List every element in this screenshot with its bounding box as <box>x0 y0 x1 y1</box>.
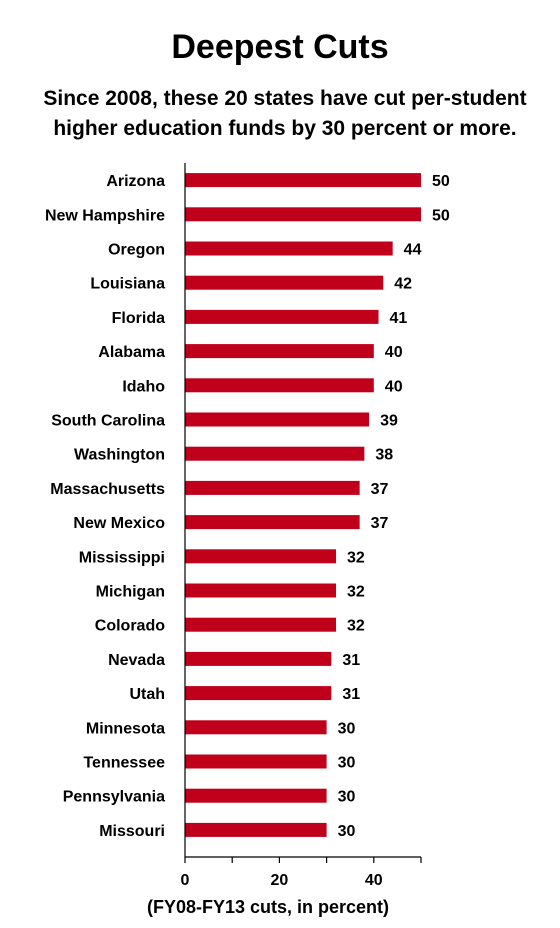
x-axis-label: (FY08-FY13 cuts, in percent) <box>147 897 389 917</box>
category-label: Louisiana <box>90 276 165 293</box>
bar <box>185 822 327 837</box>
category-label: Pennsylvania <box>63 789 165 806</box>
bar <box>185 686 332 701</box>
data-label: 32 <box>347 584 365 601</box>
data-label: 50 <box>432 173 450 190</box>
data-label: 41 <box>390 310 408 327</box>
category-label: Idaho <box>122 378 165 395</box>
bar <box>185 480 360 495</box>
data-label: 50 <box>432 207 450 224</box>
x-tick-label: 20 <box>271 872 289 889</box>
bar <box>185 207 421 222</box>
category-label: Missouri <box>99 823 165 840</box>
category-label: Tennessee <box>83 755 165 772</box>
bar <box>185 309 379 324</box>
data-label: 30 <box>338 755 356 772</box>
x-tick-label: 0 <box>181 872 190 889</box>
bar <box>185 583 337 598</box>
bar <box>185 617 337 632</box>
category-label: Alabama <box>98 344 165 361</box>
category-label: South Carolina <box>51 413 165 430</box>
bar <box>185 412 370 427</box>
data-label: 32 <box>347 549 365 566</box>
x-ticks-group: 0 20 40 <box>181 857 422 889</box>
bar <box>185 788 327 803</box>
category-label: Oregon <box>108 242 165 259</box>
data-label: 40 <box>385 344 403 361</box>
chart-subtitle: Since 2008, these 20 states have cut per… <box>43 87 527 140</box>
data-label: 31 <box>342 686 360 703</box>
category-label: Utah <box>129 686 165 703</box>
bar <box>185 275 384 290</box>
category-label: Nevada <box>108 652 165 669</box>
data-label: 42 <box>394 276 412 293</box>
data-label: 38 <box>375 447 393 464</box>
chart-title: Deepest Cuts <box>171 28 389 66</box>
bar <box>185 651 332 666</box>
data-label: 31 <box>342 652 360 669</box>
category-label: Michigan <box>96 584 165 601</box>
bar <box>185 515 360 530</box>
category-label: Arizona <box>106 173 165 190</box>
x-tick-label: 40 <box>365 872 383 889</box>
data-label: 32 <box>347 618 365 635</box>
data-label: 37 <box>371 515 389 532</box>
category-label: Florida <box>112 310 165 327</box>
category-label: New Hampshire <box>45 207 165 224</box>
bar <box>185 446 365 461</box>
data-label: 30 <box>338 720 356 737</box>
bar <box>185 241 393 256</box>
data-label: 40 <box>385 378 403 395</box>
category-label: Minnesota <box>86 720 165 737</box>
category-label: Massachusetts <box>50 481 165 498</box>
bar <box>185 173 421 188</box>
bar <box>185 549 337 564</box>
data-label: 39 <box>380 413 398 430</box>
bar <box>185 344 374 359</box>
bar <box>185 754 327 769</box>
data-label: 44 <box>404 242 422 259</box>
data-label: 30 <box>338 823 356 840</box>
category-label: Washington <box>74 447 165 464</box>
bar <box>185 378 374 393</box>
bar <box>185 720 327 735</box>
data-label: 37 <box>371 481 389 498</box>
category-label: Colorado <box>95 618 165 635</box>
data-label: 30 <box>338 789 356 806</box>
category-label: Mississippi <box>79 549 165 566</box>
bars-group: Arizona 50 New Hampshire 50 Oregon 44 Louisian… <box>45 173 450 840</box>
category-label: New Mexico <box>73 515 165 532</box>
